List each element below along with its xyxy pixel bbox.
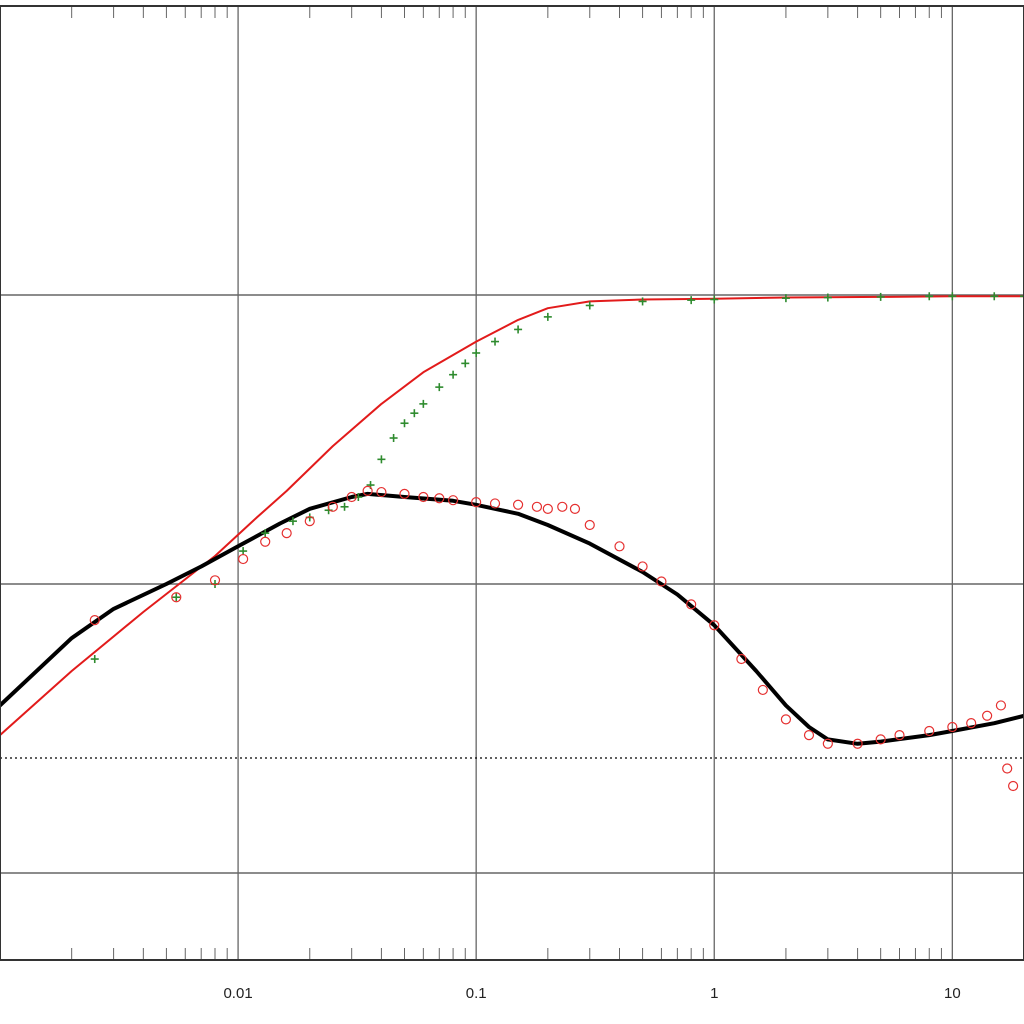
circle-marker bbox=[471, 497, 482, 508]
circle-marker bbox=[1002, 763, 1013, 774]
circle-marker bbox=[238, 553, 249, 565]
plus-marker bbox=[389, 434, 398, 443]
circle-marker bbox=[418, 491, 429, 503]
circle-marker bbox=[656, 576, 667, 587]
circle-marker bbox=[304, 516, 315, 527]
plus-marker bbox=[90, 655, 99, 664]
plus-marker bbox=[1020, 292, 1024, 301]
circle-marker bbox=[1008, 780, 1019, 792]
circle-marker bbox=[982, 710, 993, 721]
plus-marker bbox=[239, 547, 248, 556]
plus-marker bbox=[585, 301, 594, 310]
plus-marker bbox=[710, 295, 719, 304]
circle-marker bbox=[447, 495, 459, 506]
circle-marker bbox=[757, 684, 768, 696]
plus-marker bbox=[377, 455, 386, 464]
plus-marker bbox=[687, 296, 696, 305]
circle-marker bbox=[327, 501, 338, 512]
circle-marker bbox=[434, 493, 445, 504]
plus-marker bbox=[990, 292, 999, 301]
plus-marker bbox=[876, 292, 885, 301]
circle-marker bbox=[822, 738, 833, 749]
circle-marker bbox=[531, 501, 543, 512]
circle-marker bbox=[780, 714, 792, 725]
circle-marker bbox=[637, 561, 648, 572]
circle-marker bbox=[489, 498, 501, 509]
circle-marker bbox=[995, 700, 1007, 711]
circle-marker bbox=[947, 721, 958, 733]
plus-marker bbox=[288, 517, 297, 526]
circle-marker bbox=[803, 730, 815, 741]
series-line-3 bbox=[0, 491, 1024, 746]
plus-marker bbox=[948, 292, 957, 301]
plus-marker bbox=[172, 593, 181, 602]
plus-marker bbox=[638, 297, 647, 306]
circle-marker bbox=[362, 485, 373, 496]
x-tick-label: 0.1 bbox=[466, 985, 487, 1002]
plus-marker bbox=[261, 529, 270, 538]
x-tick-label: 1 bbox=[710, 985, 718, 1002]
circle-marker bbox=[399, 488, 410, 500]
plus-marker bbox=[461, 359, 470, 368]
circle-marker bbox=[209, 575, 221, 586]
plus-marker bbox=[491, 337, 500, 346]
circle-marker bbox=[875, 734, 886, 745]
circle-marker bbox=[584, 519, 595, 531]
series-points bbox=[89, 292, 1024, 792]
circle-marker bbox=[924, 725, 935, 737]
plus-marker bbox=[435, 383, 444, 392]
circle-marker bbox=[569, 503, 581, 514]
circle-marker bbox=[557, 501, 568, 512]
circle-marker bbox=[376, 486, 387, 498]
plus-marker bbox=[472, 348, 481, 357]
circle-marker bbox=[171, 592, 182, 603]
circle-marker bbox=[89, 615, 100, 626]
plus-marker bbox=[410, 409, 419, 418]
x-tick-label: 10 bbox=[944, 985, 961, 1002]
minor-grid bbox=[71, 6, 1024, 960]
circle-marker bbox=[709, 620, 720, 631]
circle-marker bbox=[966, 718, 977, 729]
x-tick-labels: 0.01 0.1 1 10 bbox=[223, 985, 960, 1002]
plus-marker bbox=[823, 293, 832, 302]
x-tick-label: 0.01 bbox=[223, 985, 252, 1002]
circle-marker bbox=[512, 499, 524, 510]
plus-marker bbox=[514, 325, 523, 334]
circle-marker bbox=[894, 730, 905, 741]
plus-marker bbox=[419, 399, 428, 408]
plus-marker bbox=[925, 292, 934, 301]
circle-marker bbox=[346, 491, 357, 503]
plus-marker bbox=[340, 502, 349, 511]
plus-marker bbox=[449, 370, 458, 379]
plot-frame bbox=[0, 5, 1024, 961]
circle-marker bbox=[542, 503, 553, 514]
plus-marker bbox=[400, 419, 409, 428]
plus-marker bbox=[543, 312, 552, 321]
circle-marker bbox=[686, 599, 697, 610]
circle-marker bbox=[736, 653, 747, 665]
plus-marker bbox=[781, 294, 790, 303]
circle-marker bbox=[614, 541, 625, 552]
circle-marker bbox=[852, 738, 863, 749]
circle-marker bbox=[260, 536, 271, 547]
circle-marker bbox=[281, 528, 292, 539]
